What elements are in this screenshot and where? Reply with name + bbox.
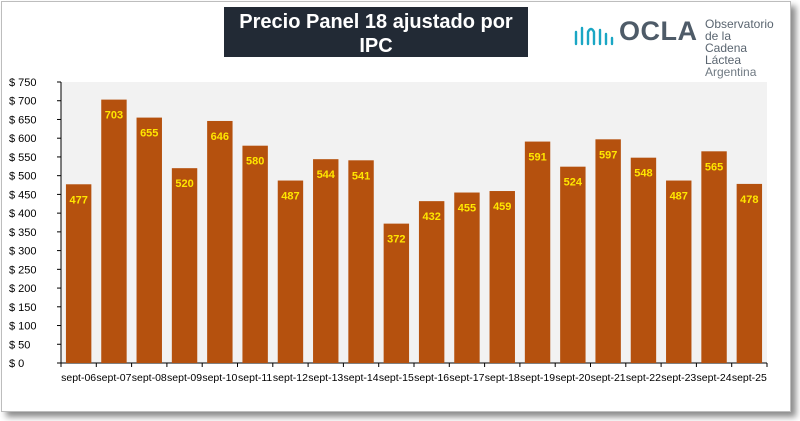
data-label: 580 [246, 156, 264, 168]
bar [489, 191, 515, 363]
y-tick-label: $ 500 [9, 171, 37, 183]
ocla-tagline: Observatorio de la Cadena Láctea Argenti… [705, 18, 774, 78]
bar [242, 145, 268, 363]
y-tick-label: $ 50 [9, 339, 30, 351]
y-tick-label: $ 450 [9, 189, 37, 201]
data-label: 597 [599, 149, 617, 161]
x-tick-label: sept-18 [485, 372, 520, 384]
data-label: 478 [740, 194, 758, 206]
x-tick-label: sept-08 [132, 372, 167, 384]
data-label: 544 [317, 169, 336, 181]
x-tick-label: sept-23 [661, 372, 696, 384]
x-tick-label: sept-16 [414, 372, 449, 384]
y-tick-label: $ 250 [9, 264, 37, 276]
x-tick-label: sept-07 [96, 372, 131, 384]
y-tick-label: $ 100 [9, 321, 37, 333]
data-label: 520 [175, 178, 193, 190]
data-label: 455 [458, 203, 476, 215]
bar [524, 141, 551, 363]
bar [171, 168, 198, 363]
data-label: 541 [352, 170, 370, 182]
data-label: 646 [211, 131, 229, 143]
data-label: 477 [69, 194, 87, 206]
data-label: 372 [387, 234, 405, 246]
bar [348, 160, 374, 363]
data-label: 459 [493, 201, 511, 213]
x-tick-label: sept-11 [238, 372, 272, 384]
x-tick-label: sept-12 [273, 372, 308, 384]
title-box: Precio Panel 18 ajustado por IPC - septi… [224, 7, 528, 76]
data-label: 487 [670, 191, 688, 203]
ocla-brand: OCLA [619, 16, 698, 46]
chart-title: Precio Panel 18 ajustado por IPC [239, 11, 513, 57]
x-tick-label: sept-13 [308, 372, 343, 384]
x-tick-label: sept-19 [520, 372, 555, 384]
bar [313, 159, 339, 363]
bar [101, 99, 127, 363]
x-tick-label: sept-17 [449, 372, 484, 384]
bar [65, 184, 92, 363]
data-label: 565 [705, 161, 723, 173]
bar [277, 180, 304, 363]
data-label: 655 [140, 128, 158, 140]
bar [136, 117, 162, 364]
y-tick-label: $ 700 [9, 96, 37, 108]
bar [701, 151, 727, 363]
y-tick-label: $ 650 [9, 114, 37, 126]
bar [383, 223, 410, 363]
bar [454, 192, 480, 363]
y-tick-label: $ 600 [9, 133, 37, 145]
bar [418, 201, 445, 363]
bar [666, 180, 692, 363]
y-tick-label: $ 350 [9, 227, 37, 239]
data-label: 524 [564, 177, 583, 189]
y-tick-label: $ 750 [9, 77, 37, 89]
ocla-tagline-1: Observatorio [705, 17, 774, 31]
chart-subtitle: - septiembre de cada año - [281, 59, 471, 76]
y-tick-label: $ 200 [9, 283, 37, 295]
y-tick-label: $ 550 [9, 152, 37, 164]
ocla-logo: OCLA Observatorio de la Cadena Láctea Ar… [573, 14, 774, 78]
x-tick-label: sept-22 [626, 372, 661, 384]
plot-area [61, 82, 767, 363]
x-tick-label: sept-25 [732, 372, 767, 384]
x-tick-label: sept-14 [344, 372, 379, 384]
ocla-tagline-2: de la Cadena Láctea [705, 29, 748, 67]
bar [595, 139, 621, 363]
x-tick-label: sept-15 [379, 372, 414, 384]
x-tick-label: sept-21 [591, 372, 626, 384]
y-tick-label: $ 400 [9, 208, 37, 220]
x-tick-label: sept-06 [61, 372, 96, 384]
x-tick-label: sept-24 [697, 372, 732, 384]
bar [207, 120, 233, 363]
data-label: 432 [422, 211, 440, 223]
bar [630, 157, 657, 363]
data-label: 548 [634, 168, 652, 180]
bar [736, 183, 763, 363]
y-tick-label: $ 0 [9, 358, 24, 370]
ocla-wave-icon [574, 26, 614, 46]
data-label: 487 [281, 191, 299, 203]
ocla-tagline-3: Argentina [705, 65, 757, 79]
data-label: 703 [105, 110, 123, 122]
y-tick-label: $ 150 [9, 302, 37, 314]
x-tick-label: sept-20 [555, 372, 590, 384]
bar [560, 166, 586, 363]
x-tick-label: sept-09 [167, 372, 202, 384]
data-label: 591 [528, 152, 546, 164]
x-tick-label: sept-10 [202, 372, 237, 384]
y-tick-label: $ 300 [9, 246, 37, 258]
